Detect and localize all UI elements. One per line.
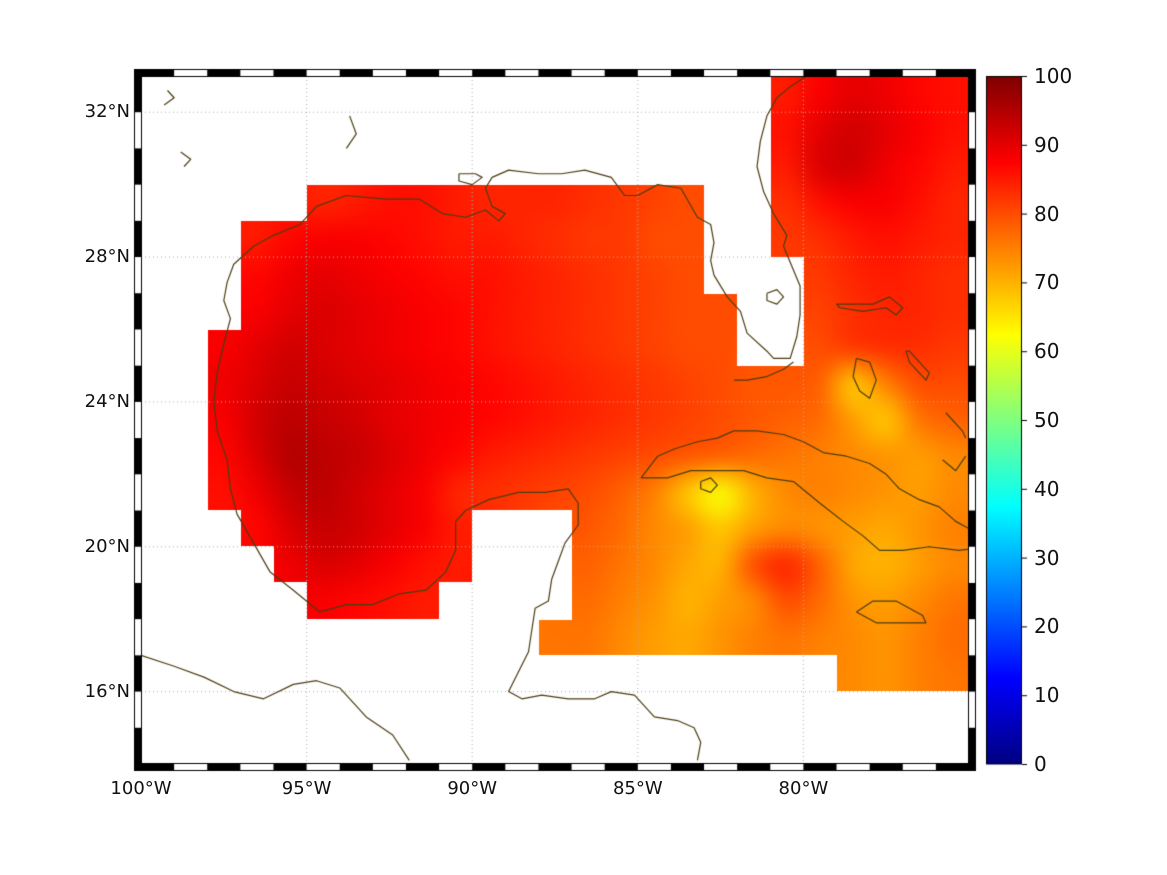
colorbar-tick-label: 60 [1034,339,1060,364]
colorbar-tick-label: 100 [1034,64,1073,88]
y-tick-label: 20°N [84,535,130,557]
x-tick-label: 95°W [281,778,332,799]
x-tick-label: 85°W [612,778,663,799]
colorbar-tick-label: 80 [1034,201,1060,226]
x-tick-label: 90°W [447,778,498,799]
colorbar-tick-label: 70 [1034,270,1060,295]
x-tick-label: 80°W [778,778,829,799]
colorbar-tick-label: 0 [1034,752,1047,776]
colorbar-tick-label: 90 [1034,132,1060,157]
colorbar-tick-label: 40 [1034,476,1060,501]
y-tick-label: 24°N [84,390,130,412]
y-tick-label: 28°N [84,246,130,268]
y-tick-label: 32°N [84,101,130,123]
colorbar-tick-label: 20 [1034,614,1060,639]
colorbar-tick-label: 10 [1034,683,1060,708]
x-tick-label: 100°W [110,778,172,799]
colorbar-tick-label: 30 [1034,545,1060,570]
y-tick-label: 16°N [84,680,130,702]
colorbar-tick-label: 50 [1034,408,1060,432]
